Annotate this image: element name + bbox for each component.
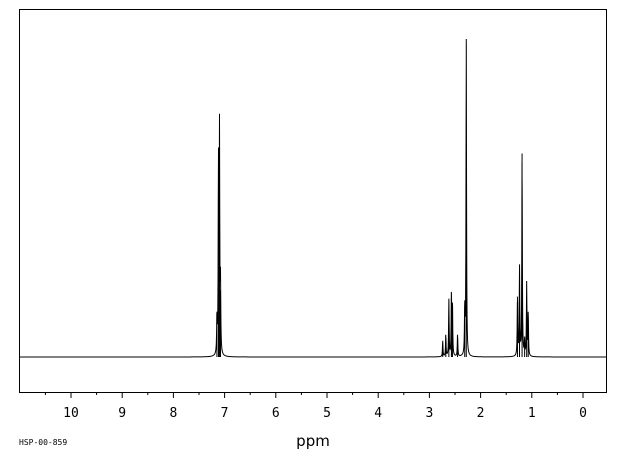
x-tick-label: 4	[374, 406, 382, 421]
x-tick-label: 2	[477, 406, 485, 421]
x-tick-label: 5	[323, 406, 331, 421]
x-tick-label: 8	[169, 406, 177, 421]
sample-id-label: HSP-00-859	[19, 438, 67, 447]
x-tick-label: 7	[221, 406, 229, 421]
x-tick-label: 1	[528, 406, 536, 421]
x-axis-title: ppm	[296, 432, 330, 450]
spectrum-trace	[20, 39, 606, 358]
x-tick-label: 6	[272, 406, 280, 421]
x-axis-ticks	[44, 392, 584, 398]
x-tick-label: 10	[63, 406, 79, 421]
x-tick-label: 3	[425, 406, 433, 421]
x-axis-tick-labels: 10 9 8 7 6 5 4 3 2 1 0	[63, 406, 587, 421]
x-tick-label: 0	[579, 406, 587, 421]
x-tick-label: 9	[118, 406, 126, 421]
